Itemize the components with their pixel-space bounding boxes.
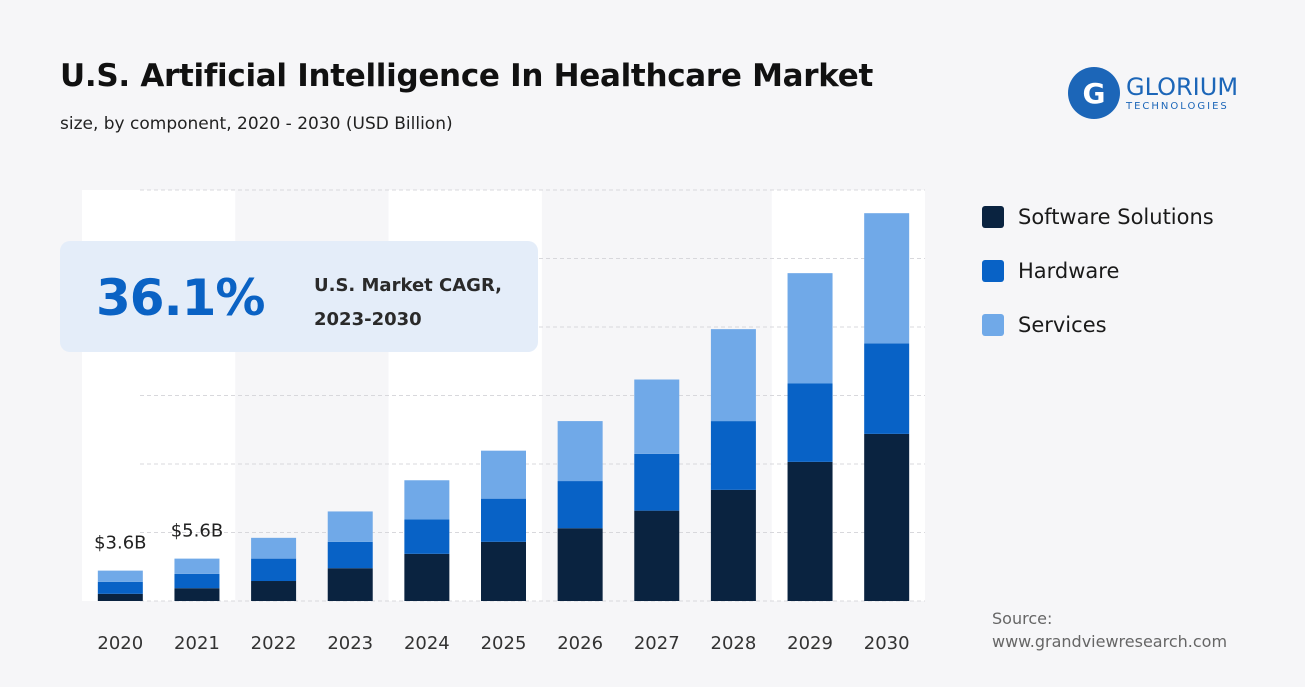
x-tick-label: 2025 <box>481 633 527 654</box>
bar-hardware-2024 <box>404 519 450 554</box>
bar-services-2022 <box>251 537 297 559</box>
bar-software-solutions-2028 <box>710 489 756 601</box>
glorium-logo: G GLORIUM TECHNOLOGIES <box>1068 67 1238 119</box>
cagr-label: U.S. Market CAGR, 2023-2030 <box>314 269 514 337</box>
legend-swatch <box>982 260 1004 282</box>
bar-hardware-2029 <box>787 383 833 462</box>
bar-software-solutions-2026 <box>557 528 603 601</box>
source-note: Source: www.grandviewresearch.com <box>992 607 1227 653</box>
bar-hardware-2030 <box>864 343 910 434</box>
bar-services-2030 <box>864 213 910 344</box>
bar-services-2027 <box>634 379 680 454</box>
legend-item-software: Software Solutions <box>982 190 1214 244</box>
cagr-value: 36.1% <box>96 269 265 327</box>
legend-swatch <box>982 206 1004 228</box>
legend-swatch <box>982 314 1004 336</box>
x-tick-label: 2022 <box>251 633 297 654</box>
cagr-label-line1: U.S. Market CAGR, <box>314 275 502 296</box>
chart-subtitle: size, by component, 2020 - 2030 (USD Bil… <box>60 114 453 134</box>
logo-line1: GLORIUM <box>1126 72 1239 101</box>
x-tick-label: 2029 <box>787 633 833 654</box>
bar-services-2020 <box>97 570 143 582</box>
bar-hardware-2026 <box>557 481 603 529</box>
bar-services-2024 <box>404 480 450 520</box>
x-tick-label: 2027 <box>634 633 680 654</box>
legend-label: Software Solutions <box>1018 205 1214 229</box>
bar-services-2021 <box>174 558 220 574</box>
chart-title: U.S. Artificial Intelligence In Healthca… <box>60 58 874 94</box>
bar-services-2029 <box>787 273 833 384</box>
cagr-label-line2: 2023-2030 <box>314 309 422 330</box>
bar-hardware-2021 <box>174 573 220 589</box>
x-tick-label: 2023 <box>327 633 373 654</box>
x-tick-label: 2026 <box>557 633 603 654</box>
x-tick-label: 2030 <box>864 633 910 654</box>
bar-hardware-2025 <box>481 498 526 542</box>
bar-software-solutions-2025 <box>481 541 526 601</box>
bar-services-2025 <box>481 450 526 499</box>
legend-item-hardware: Hardware <box>982 244 1214 298</box>
legend-item-services: Services <box>982 298 1214 352</box>
data-label: $5.6B <box>171 521 223 542</box>
bar-software-solutions-2027 <box>634 510 680 601</box>
logo-mark-icon: G <box>1068 67 1120 119</box>
bar-services-2023 <box>327 511 373 542</box>
source-url: www.grandviewresearch.com <box>992 632 1228 651</box>
x-tick-label: 2020 <box>97 633 143 654</box>
cagr-callout: 36.1% U.S. Market CAGR, 2023-2030 <box>60 241 538 352</box>
bar-hardware-2022 <box>251 558 297 582</box>
bar-software-solutions-2020 <box>97 593 143 601</box>
x-tick-label: 2028 <box>711 633 757 654</box>
bar-hardware-2027 <box>634 453 680 511</box>
bar-services-2026 <box>557 421 603 482</box>
x-tick-label: 2021 <box>174 633 220 654</box>
source-label: Source: <box>992 609 1053 628</box>
logo-line2: TECHNOLOGIES <box>1126 100 1229 112</box>
bar-software-solutions-2021 <box>174 588 220 601</box>
bar-hardware-2023 <box>327 541 373 569</box>
bar-services-2028 <box>710 329 756 422</box>
bar-software-solutions-2030 <box>864 433 910 601</box>
bar-software-solutions-2023 <box>327 568 373 601</box>
data-label: $3.6B <box>94 533 146 554</box>
legend: Software Solutions Hardware Services <box>982 190 1214 352</box>
bar-hardware-2020 <box>97 581 143 594</box>
x-tick-label: 2024 <box>404 633 450 654</box>
bar-software-solutions-2024 <box>404 553 450 601</box>
legend-label: Services <box>1018 313 1107 337</box>
bar-software-solutions-2022 <box>251 581 297 601</box>
legend-label: Hardware <box>1018 259 1120 283</box>
bar-software-solutions-2029 <box>787 461 833 601</box>
bar-hardware-2028 <box>710 421 756 490</box>
